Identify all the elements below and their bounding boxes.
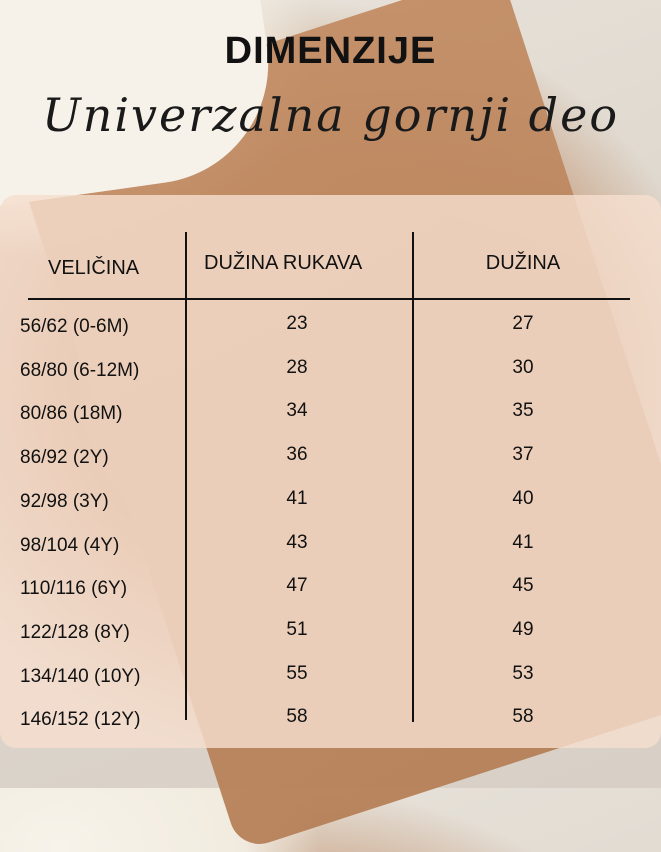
sleeve-length-cell: 47 <box>286 575 308 597</box>
column-header-sleeve-length: DUŽINA RUKAVA <box>204 252 363 274</box>
column-header-size: VELIČINA <box>48 257 140 279</box>
size-cell: 110/116 (6Y) <box>20 578 128 600</box>
size-cell: 92/98 (3Y) <box>20 490 109 512</box>
length-cell: 53 <box>512 662 534 684</box>
length-cell: 58 <box>512 706 534 728</box>
size-cell: 134/140 (10Y) <box>20 665 141 687</box>
page-subtitle: Univerzalna gornji deo <box>41 88 620 142</box>
sleeve-length-cell: 58 <box>286 706 308 728</box>
length-cell: 45 <box>512 575 534 597</box>
length-cell: 35 <box>512 400 534 422</box>
page-title: DIMENZIJE <box>224 30 437 72</box>
size-cell: 98/104 (4Y) <box>20 534 120 556</box>
size-cell: 68/80 (6-12M) <box>20 359 140 381</box>
sleeve-length-cell: 34 <box>286 400 308 422</box>
sleeve-length-cell: 51 <box>286 618 308 640</box>
sleeve-length-cell: 36 <box>286 444 308 466</box>
sleeve-length-cell: 55 <box>286 662 308 684</box>
length-cell: 27 <box>512 313 534 334</box>
column-divider-2 <box>412 232 414 722</box>
length-cell: 40 <box>512 487 534 509</box>
sleeve-length-cell: 43 <box>286 531 308 553</box>
length-cell: 49 <box>512 618 534 640</box>
size-cell: 122/128 (8Y) <box>20 621 130 643</box>
size-cell: 80/86 (18M) <box>20 403 123 425</box>
size-cell: 86/92 (2Y) <box>20 447 109 469</box>
column-header-length: DUŽINA <box>485 252 561 274</box>
column-divider-1 <box>185 232 187 720</box>
sleeve-length-cell: 41 <box>286 487 308 509</box>
sleeve-length-cell: 23 <box>286 313 308 334</box>
size-cell: 146/152 (12Y) <box>20 709 141 731</box>
length-cell: 37 <box>512 444 534 466</box>
length-cell: 30 <box>512 356 534 378</box>
size-cell: 56/62 (0-6M) <box>20 316 129 337</box>
header-divider <box>28 298 630 300</box>
length-cell: 41 <box>512 531 534 553</box>
size-table-panel <box>0 195 661 748</box>
sleeve-length-cell: 28 <box>286 356 308 378</box>
